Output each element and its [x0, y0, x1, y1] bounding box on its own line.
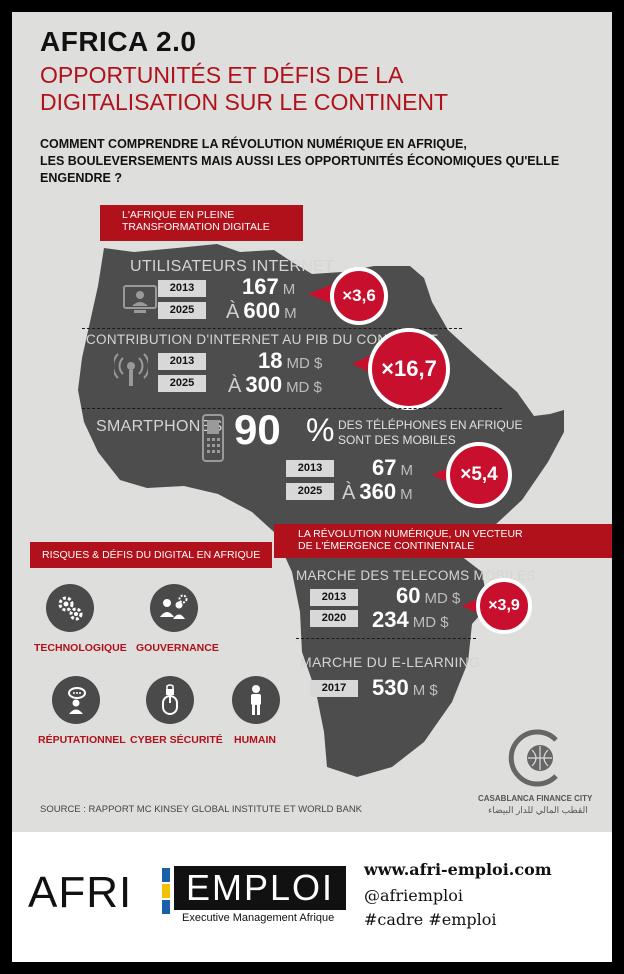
cfc-arabic-name: القطب المالي للدار البيضاء: [488, 805, 588, 815]
elearning-2017: 530 M $: [372, 675, 438, 701]
gears-icon: [46, 584, 94, 632]
footer: AFRI EMPLOI Executive Management Afrique…: [12, 832, 612, 962]
risk-label-human: HUMAIN: [234, 734, 276, 746]
social-handle[interactable]: @afriemploi: [364, 886, 463, 905]
smartphones-description: DES TÉLÉPHONES EN AFRIQUE SONT DES MOBIL…: [338, 418, 523, 448]
percent-sign: %: [306, 412, 335, 448]
multiplier-badge: ×5,4: [446, 442, 512, 508]
divider: [82, 328, 462, 329]
year-badge: 2013: [286, 460, 334, 477]
unit: MD $: [424, 590, 461, 607]
question-line-2: LES BOULEVERSEMENTS MAIS AUSSI LES OPPOR…: [40, 154, 560, 185]
elearning-title: MARCHE DU E-LEARNING: [300, 654, 481, 670]
risk-label-technology: TECHNOLOGIQUE: [34, 642, 127, 654]
telecom-market-title: MARCHE DES TELECOMS MOBILES: [296, 568, 536, 583]
telecom-2013: 60 MD $: [396, 583, 460, 609]
logo-afri: AFRI: [28, 868, 133, 917]
year-badge: 2025: [158, 375, 206, 392]
year-badge: 2020: [310, 610, 358, 627]
telecom-2020: 234 MD $: [372, 607, 449, 633]
risk-label-reputation: RÉPUTATIONNEL: [38, 734, 126, 746]
unit: M: [284, 305, 297, 322]
logo-emploi: EMPLOI: [174, 866, 346, 910]
unit: M: [400, 462, 413, 479]
year-badge: 2025: [286, 483, 334, 500]
unit: MD $: [412, 614, 449, 631]
unit: MD $: [286, 355, 323, 372]
band-line-1: L'AFRIQUE EN PLEINE: [122, 209, 235, 221]
source-note: SOURCE : RAPPORT MC KINSEY GLOBAL INSTIT…: [40, 804, 363, 815]
year-badge: 2017: [310, 680, 358, 697]
value: 60: [396, 583, 421, 608]
subtitle-line-1: OPPORTUNITÉS ET DÉFIS DE LA: [40, 62, 404, 88]
unit: MD $: [286, 379, 322, 396]
mobile-phone-icon: [202, 414, 224, 462]
year-badge: 2013: [310, 589, 358, 606]
value: 300: [245, 372, 283, 397]
section-band-risks: RISQUES & DÉFIS DU DIGITAL EN AFRIQUE: [30, 542, 272, 568]
internet-users-2013: 167 M: [242, 274, 295, 300]
value: 234: [372, 607, 409, 632]
value: 167: [242, 274, 279, 299]
prefix: À: [342, 482, 356, 504]
speech-person-icon: [52, 676, 100, 724]
computer-user-icon: [123, 285, 157, 313]
risk-label-governance: GOUVERNANCE: [136, 642, 219, 654]
page-title: AFRICA 2.0: [40, 26, 197, 57]
gdp-contribution-title: CONTRIBUTION D'INTERNET AU PIB DU CONTIN…: [86, 332, 438, 347]
question-line-1: COMMENT COMPRENDRE LA RÉVOLUTION NUMÉRIQ…: [40, 137, 467, 151]
cfc-name: CASABLANCA FINANCE CITY: [478, 794, 593, 803]
multiplier-badge: ×3,6: [330, 267, 388, 325]
subtitle-line-2: DIGITALISATION SUR LE CONTINENT: [40, 89, 449, 115]
multiplier-badge: ×16,7: [368, 328, 450, 410]
year-badge: 2013: [158, 280, 206, 297]
band-line-1: LA RÉVOLUTION NUMÉRIQUE, UN VECTEUR: [298, 528, 523, 540]
intro-question: COMMENT COMPRENDRE LA RÉVOLUTION NUMÉRIQ…: [40, 136, 600, 187]
value: 360: [359, 479, 397, 504]
infographic: AFRICA 2.0 OPPORTUNITÉS ET DÉFIS DE LA D…: [12, 12, 612, 832]
value: 530: [372, 675, 409, 700]
website-link[interactable]: www.afri-emploi.com: [364, 860, 552, 879]
smartphones-2013: 67 M: [372, 455, 413, 481]
section-band-emergence: LA RÉVOLUTION NUMÉRIQUE, UN VECTEUR DE L…: [274, 524, 612, 558]
unit: M: [400, 486, 413, 503]
prefix: À: [226, 301, 240, 323]
gdp-contribution-2025: À 300 MD $: [228, 372, 322, 398]
unit: M: [282, 281, 296, 298]
logo-tagline: Executive Management Afrique: [182, 912, 335, 924]
person-icon: [232, 676, 280, 724]
smartphones-percent: 90: [234, 406, 281, 453]
gdp-contribution-2013: 18 MD $: [258, 348, 322, 374]
desc-line-2: SONT DES MOBILES: [338, 433, 456, 447]
value: 600: [243, 298, 281, 323]
hashtags: #cadre #emploi: [364, 910, 497, 929]
multiplier-badge: ×3,9: [476, 578, 532, 634]
smartphones-label: SMARTPHONES: [96, 418, 223, 435]
prefix: À: [228, 375, 242, 397]
section-band-transformation: L'AFRIQUE EN PLEINE TRANSFORMATION DIGIT…: [100, 205, 303, 241]
year-badge: 2013: [158, 353, 206, 370]
value: 18: [258, 348, 283, 373]
divider: [296, 638, 476, 639]
band-line-2: DE L'ÉMERGENCE CONTINENTALE: [298, 540, 475, 552]
unit: M $: [412, 682, 438, 699]
value: 67: [372, 455, 397, 480]
page-subtitle: OPPORTUNITÉS ET DÉFIS DE LA DIGITALISATI…: [40, 62, 460, 116]
risk-label-cyber-security: CYBER SÉCURITÉ: [130, 734, 223, 746]
desc-line-1: DES TÉLÉPHONES EN AFRIQUE: [338, 418, 523, 432]
people-gear-icon: [150, 584, 198, 632]
logo-color-bars: [162, 868, 170, 914]
internet-users-title: UTILISATEURS INTERNET: [130, 258, 335, 275]
lock-mouse-icon: [146, 676, 194, 724]
signal-tower-icon: [114, 353, 148, 386]
casablanca-finance-city-logo: [508, 729, 558, 787]
internet-users-2025: À 600 M: [226, 298, 297, 324]
smartphones-2025: À 360 M: [342, 479, 413, 505]
divider: [82, 408, 502, 409]
band-line-2: TRANSFORMATION DIGITALE: [122, 221, 270, 233]
year-badge: 2025: [158, 302, 206, 319]
